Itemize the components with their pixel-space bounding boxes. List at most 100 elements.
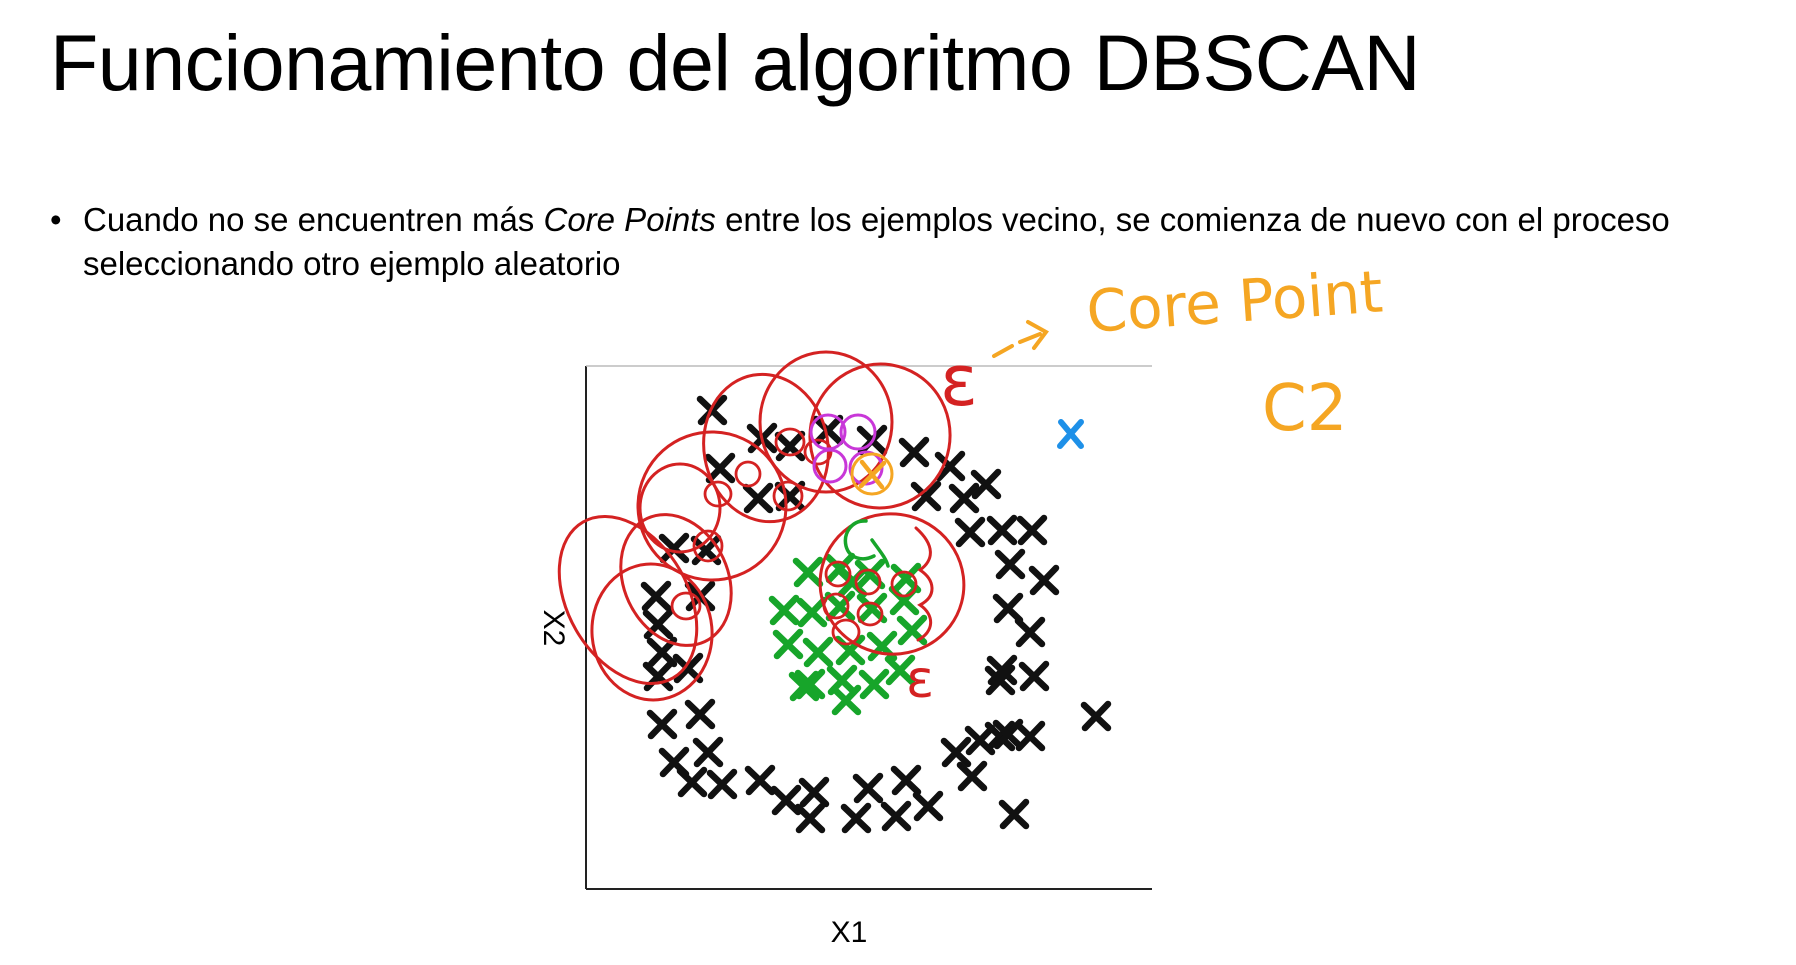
core-point-ring: [772, 480, 804, 512]
epsilon-circle: [557, 514, 699, 686]
data-point: [964, 724, 996, 756]
bullet-text-emphasis: Core Points: [543, 201, 716, 238]
plot-axes: X1 X2: [537, 365, 1152, 949]
bullet-marker: •: [50, 201, 62, 238]
data-point: [984, 664, 1016, 696]
epsilon-circle: [590, 562, 714, 702]
core-point-ring: [822, 592, 850, 620]
data-point: [840, 802, 872, 834]
data-point: [992, 718, 1024, 750]
epsilon-circle: [808, 362, 952, 510]
core-point-ring: [856, 601, 884, 627]
core-point-ring: [703, 480, 733, 508]
data-point: [684, 698, 716, 730]
data-point: [934, 450, 966, 482]
data-point: [812, 414, 844, 446]
x-axis-label: X1: [831, 916, 868, 949]
arrow-dashed: [992, 320, 1049, 358]
cluster-point: [884, 654, 916, 686]
data-point: [744, 764, 776, 796]
data-point: [1014, 616, 1046, 648]
noise-point: [1057, 419, 1084, 449]
core-point-ring: [774, 427, 806, 457]
data-point: [658, 532, 690, 564]
slide-title: Funcionamiento del algoritmo DBSCAN: [50, 18, 1421, 107]
data-point: [646, 708, 678, 740]
epsilon-circle: [636, 430, 788, 582]
cluster-point: [768, 594, 800, 626]
data-point: [880, 800, 912, 832]
data-point: [640, 580, 672, 612]
data-point: [994, 548, 1026, 580]
data-point: [1014, 720, 1046, 752]
epsilon-circle: [702, 372, 830, 524]
data-point: [642, 608, 674, 640]
data-point: [898, 436, 930, 468]
cluster-c1-stroke: [843, 519, 890, 568]
core-point-ring: [854, 568, 882, 596]
core-point-ring: [812, 448, 848, 484]
current-core-point-cross: [858, 459, 887, 490]
data-point: [912, 790, 944, 822]
data-point: [704, 452, 736, 484]
current-core-point-circle: [850, 452, 894, 496]
epsilon-right-label: ε: [906, 650, 934, 710]
y-axis-label: X2: [537, 610, 570, 647]
core-point-ring: [890, 570, 918, 598]
core-point-label: Core Point: [1084, 257, 1385, 346]
epsilon-circle: [619, 513, 733, 647]
data-point: [1028, 564, 1060, 596]
data-point: [998, 798, 1030, 830]
core-point-ring: [824, 560, 852, 588]
cluster-point: [856, 592, 888, 624]
data-point: [672, 652, 704, 684]
current-core-point: [850, 452, 894, 496]
bullet-text-before: Cuando no se encuentren más: [83, 201, 544, 238]
cluster-point: [792, 556, 824, 588]
data-point: [970, 468, 1002, 500]
data-point: [692, 736, 724, 768]
data-point: [1080, 700, 1112, 732]
data-point: [940, 736, 972, 768]
cluster-point: [824, 590, 856, 622]
bullet-point: • Cuando no se encuentren más Core Point…: [50, 198, 1690, 286]
epsilon-circles: [557, 350, 966, 702]
data-point: [986, 514, 1018, 546]
data-point: [890, 764, 922, 796]
cluster-c1-marker: C1: [843, 519, 890, 568]
data-point: [798, 776, 830, 808]
core-point-ring: [670, 591, 702, 621]
cluster-point: [854, 558, 886, 590]
data-point: [992, 592, 1024, 624]
epsilon-circle: [818, 512, 966, 656]
core-point-ring: [831, 618, 861, 646]
data-point: [770, 784, 802, 816]
core-point-ring: [734, 460, 762, 488]
epsilon-circle: [758, 350, 894, 494]
cluster-point: [802, 636, 834, 668]
core-point-ring: [803, 438, 833, 466]
data-point: [910, 480, 942, 512]
cluster-point: [772, 628, 804, 660]
cluster-c2-label: C2: [1262, 372, 1347, 446]
data-point: [742, 482, 774, 514]
data-point: [954, 516, 986, 548]
data-point: [646, 636, 678, 668]
bullet-text: Cuando no se encuentren más Core Points …: [83, 198, 1690, 286]
bullet-text-after: entre los ejemplos vecino, se comienza d…: [83, 201, 1670, 282]
data-point: [956, 760, 988, 792]
red-scribble: [914, 526, 934, 642]
epsilon-circle: [638, 462, 722, 554]
data-point: [1016, 514, 1048, 546]
data-point: [706, 768, 738, 800]
data-point: [676, 766, 708, 798]
data-point: [1018, 660, 1050, 692]
cluster-point: [796, 596, 828, 628]
data-point: [852, 772, 884, 804]
data-point: [794, 802, 826, 834]
core-point-ring: [692, 529, 724, 563]
cluster-point: [858, 668, 890, 700]
core-point-ring: [839, 413, 877, 451]
epsilon-top-label: ε: [940, 340, 978, 422]
